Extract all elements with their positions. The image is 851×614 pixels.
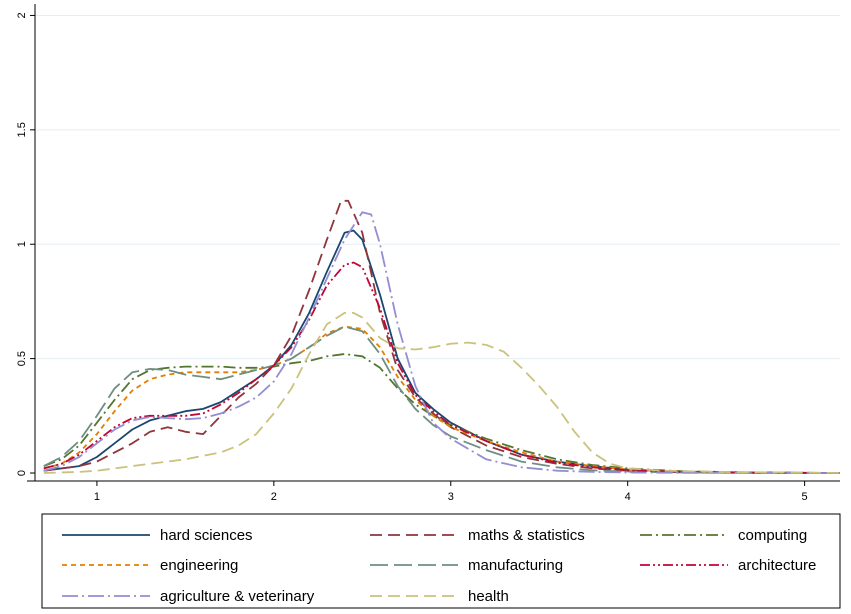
axes [27,4,840,482]
gridlines [35,14,840,360]
series-line-0 [43,229,841,474]
legend-label-3: engineering [160,557,238,574]
series-line-7 [43,312,841,474]
y-tick-label-0: 0 [16,470,28,476]
series-line-1 [43,199,841,474]
x-tick-label-2: 3 [448,491,454,503]
legend-label-4: manufacturing [468,557,563,574]
series-lines [43,199,841,474]
y-tick-label-1: 0.5 [16,351,28,366]
legend-label-7: health [468,588,509,605]
series-line-6 [43,211,841,474]
legend-label-5: architecture [738,557,816,574]
series-line-4 [43,325,841,474]
x-tick-label-1: 2 [271,491,277,503]
x-tick-label-4: 5 [802,491,808,503]
x-tick-label-3: 4 [625,491,631,503]
legend: hard sciences maths & statistics computing… [41,513,841,609]
x-tick-label-0: 1 [94,491,100,503]
y-tick-label-3: 1.5 [16,122,28,137]
y-tick-label-4: 2 [16,12,28,18]
tick-labels: 0 0.5 1 1.5 2 1 2 3 4 5 [16,12,808,503]
legend-label-0: hard sciences [160,527,253,544]
legend-label-2: computing [738,527,807,544]
y-tick-label-2: 1 [16,241,28,247]
legend-label-1: maths & statistics [468,527,585,544]
series-line-3 [43,325,841,474]
legend-label-6: agriculture & veterinary [160,588,315,605]
legend-box [41,513,841,609]
series-line-2 [43,353,841,474]
